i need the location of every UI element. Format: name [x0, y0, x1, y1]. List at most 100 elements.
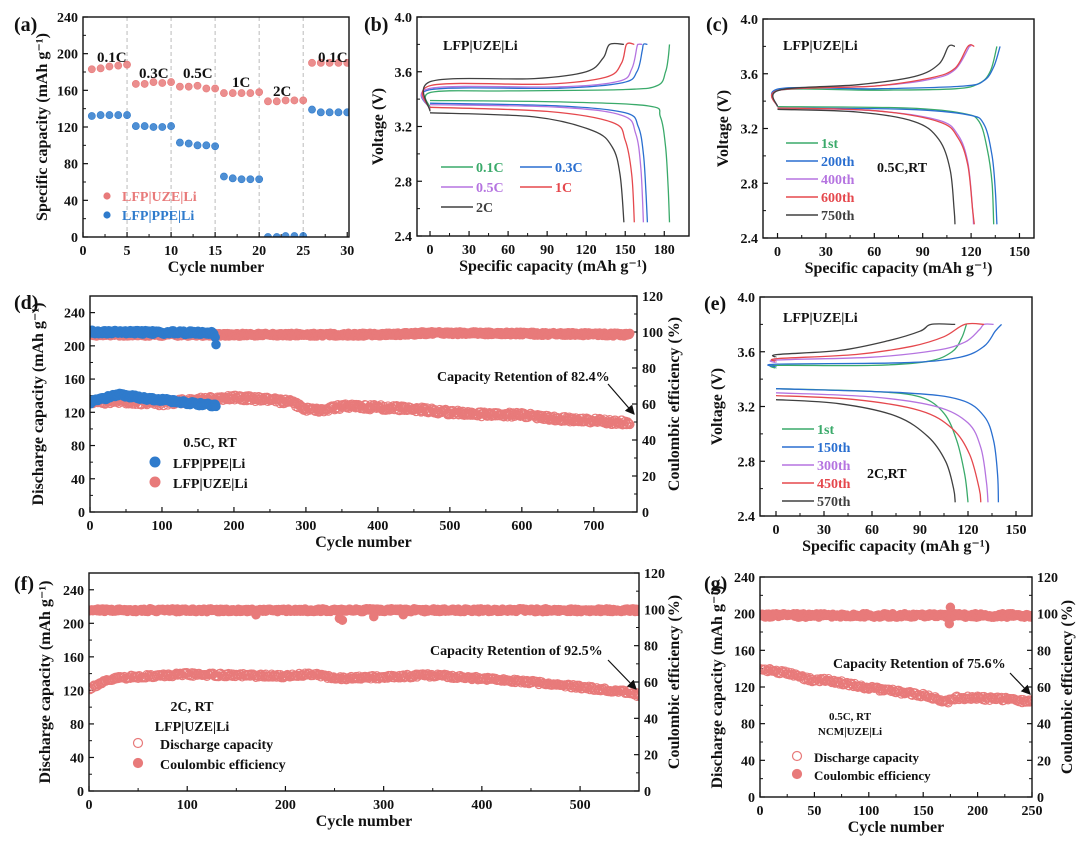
y2-tick-label: 20	[1037, 754, 1051, 769]
x-tick-label: 100	[858, 804, 879, 819]
y2-tick-label: 40	[644, 712, 658, 727]
y2-axis-title: Coulombic efficiency (%)	[666, 317, 683, 491]
data-point	[316, 58, 325, 67]
y-tick-label: 4.0	[741, 13, 759, 28]
curve-150th-discharge	[775, 388, 1000, 503]
data-point	[369, 611, 379, 622]
data-point	[985, 692, 996, 702]
data-point	[622, 417, 633, 427]
data-point	[158, 123, 167, 131]
x-tick-label: 500	[570, 798, 591, 813]
data-point	[140, 122, 149, 130]
legend-item: 450th	[782, 477, 851, 492]
y-tick-label: 40	[71, 473, 85, 488]
y-tick-label: 3.2	[738, 401, 756, 416]
legend-label: 2C	[476, 201, 493, 216]
x-axis-title: Cycle number	[168, 259, 264, 276]
plot-frame	[416, 16, 690, 237]
y-tick-label: 240	[734, 571, 755, 586]
legend-label: 570th	[817, 495, 851, 510]
data-point	[228, 669, 239, 679]
data-point	[337, 615, 348, 625]
data-point	[568, 679, 578, 690]
panel-label: (a)	[14, 14, 37, 36]
legend-item: Discharge capacity	[791, 750, 920, 765]
data-point	[220, 89, 228, 97]
y2-axis-title: Coulombic efficiency (%)	[666, 595, 683, 769]
x-tick-label: 120	[958, 523, 979, 538]
legend-item: 750th	[786, 209, 855, 224]
data-point	[633, 689, 639, 699]
y2-tick-label: 120	[642, 290, 663, 305]
data-point	[954, 694, 964, 705]
y2-tick-label: 0	[642, 506, 649, 521]
plot-area	[770, 44, 1001, 225]
annotation: 0.5C, RT	[183, 436, 237, 451]
annotation: 2C,RT	[867, 467, 907, 482]
legend-item: Discharge capacity	[132, 737, 273, 753]
data-point	[220, 172, 228, 181]
x-tick-label: 60	[867, 245, 881, 260]
y-tick-label: 4.0	[395, 11, 413, 26]
data-point	[96, 111, 105, 119]
legend-label: 200th	[821, 155, 855, 170]
y-tick-label: 0	[78, 506, 85, 521]
data-point	[228, 174, 237, 183]
x-tick-label: 50	[807, 804, 821, 819]
legend-label: 0.3C	[555, 161, 583, 176]
x-tick-label: 0	[427, 243, 434, 258]
y2-tick-label: 0	[1037, 791, 1044, 806]
legend-marker	[103, 211, 111, 219]
x-tick-label: 30	[340, 244, 354, 259]
y-tick-label: 80	[70, 718, 84, 733]
legend-marker	[103, 192, 111, 200]
legend-label: 600th	[821, 191, 855, 206]
y-tick-label: 3.2	[741, 123, 759, 138]
y-tick-label: 80	[71, 440, 85, 455]
data-point	[131, 122, 140, 130]
data-point	[630, 689, 639, 699]
data-point	[158, 79, 167, 87]
y-tick-label: 240	[57, 11, 78, 26]
x-axis-title: Cycle number	[848, 819, 944, 836]
data-point	[123, 60, 131, 69]
data-point	[228, 89, 237, 97]
curve-05c-charge	[420, 43, 643, 109]
y2-tick-label: 120	[644, 567, 665, 582]
annotation: 0.5C	[183, 66, 213, 82]
panel-d: (d)0 100 200 300 400 500 600 700040801201602002…	[14, 290, 683, 551]
data-point	[96, 64, 105, 73]
x-tick-label: 90	[916, 245, 930, 260]
y-tick-label: 3.2	[395, 121, 413, 136]
legend-marker	[132, 737, 144, 749]
legend-label: LFP|UZE|Li	[122, 190, 197, 205]
y-tick-label: 160	[57, 84, 78, 99]
y2-tick-label: 80	[644, 640, 658, 655]
plot-frame	[759, 296, 1033, 517]
curve-01c-charge	[424, 44, 671, 108]
plot-frame	[88, 572, 640, 792]
annotation: LFP|UZE|Li	[783, 311, 858, 326]
y2-tick-label: 100	[1037, 608, 1058, 623]
annotation: 0.5C,RT	[877, 161, 928, 176]
legend-marker	[132, 757, 144, 769]
x-tick-label: 0	[80, 244, 87, 259]
y-axis-title: Discharge capacity (mAh g⁻¹)	[37, 581, 54, 784]
legend-item: 1C	[520, 181, 572, 196]
y2-tick-label: 60	[644, 676, 658, 691]
y-tick-label: 240	[63, 584, 84, 599]
legend-item: 0.5C	[441, 181, 504, 196]
x-tick-label: 600	[511, 519, 532, 534]
legend-label: 450th	[817, 477, 851, 492]
data-point	[105, 111, 114, 119]
y-tick-label: 160	[63, 651, 84, 666]
y2-tick-label: 80	[1037, 644, 1051, 659]
data-point	[1027, 612, 1032, 623]
data-point	[290, 232, 299, 237]
y2-tick-label: 40	[642, 434, 656, 449]
x-tick-label: 15	[208, 244, 222, 259]
x-tick-label: 150	[615, 243, 636, 258]
y-tick-label: 160	[734, 644, 755, 659]
x-tick-label: 0	[86, 798, 93, 813]
legend-item: LFP|UZE|Li	[103, 190, 197, 205]
